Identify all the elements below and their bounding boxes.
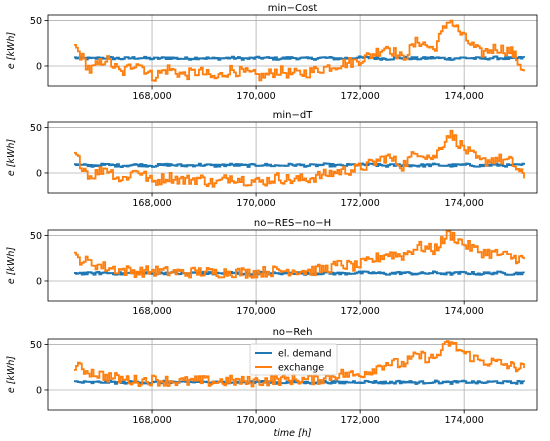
chart-panel-3: no−RES−no−H 168,000 170,000 172,000 174,000 0… <box>6 218 538 317</box>
x-tick-label: 172,000 <box>340 198 379 209</box>
x-axis-label: time [h] <box>274 428 312 439</box>
legend-label: el. demand <box>278 349 332 360</box>
y-tick-label: 50 <box>30 16 42 27</box>
chart-panel-2: min−dT 168,000 170,000 172,000 174,000 0 50 e [… <box>6 110 538 209</box>
x-tick-label: 168,000 <box>132 415 171 426</box>
y-tick-label: 50 <box>30 340 42 351</box>
x-tick-label: 172,000 <box>340 306 379 317</box>
y-tick-label: 0 <box>36 61 42 72</box>
series-line-exchange <box>74 230 525 279</box>
series-line-el-demand <box>74 162 525 168</box>
x-tick-label: 170,000 <box>236 198 275 209</box>
axis-frame <box>47 121 538 194</box>
x-tick-label: 174,000 <box>445 198 484 209</box>
x-tick-label: 172,000 <box>340 91 379 102</box>
chart-panel-4: no−Reh 168,000 170,000 172,000 174,000 0 50 e [… <box>6 327 538 439</box>
panel-title: no−Reh <box>273 327 313 338</box>
axis-frame <box>47 229 538 302</box>
y-tick-label: 50 <box>30 123 42 134</box>
x-tick-label: 174,000 <box>445 306 484 317</box>
y-axis-label: e [kWh] <box>6 139 17 176</box>
x-tick-label: 170,000 <box>236 91 275 102</box>
series-line-exchange <box>74 129 525 188</box>
x-tick-label: 170,000 <box>236 415 275 426</box>
y-axis-label: e [kWh] <box>6 32 17 69</box>
x-tick-label: 172,000 <box>340 415 379 426</box>
legend: el. demand exchange <box>249 343 338 376</box>
series-line-exchange <box>74 340 525 388</box>
x-tick-label: 168,000 <box>132 306 171 317</box>
y-tick-label: 0 <box>36 276 42 287</box>
x-tick-label: 168,000 <box>132 198 171 209</box>
series-line-el-demand <box>74 55 525 61</box>
y-axis-label: e [kWh] <box>6 356 17 393</box>
y-tick-label: 0 <box>36 168 42 179</box>
legend-label: exchange <box>278 363 324 374</box>
x-tick-label: 168,000 <box>132 91 171 102</box>
x-tick-label: 174,000 <box>445 415 484 426</box>
panel-title: min−Cost <box>268 3 318 14</box>
y-axis-label: e [kWh] <box>6 247 17 284</box>
x-tick-label: 174,000 <box>445 91 484 102</box>
panel-title: min−dT <box>273 110 314 121</box>
axis-frame <box>47 338 538 411</box>
axis-frame <box>47 14 538 87</box>
x-tick-label: 170,000 <box>236 306 275 317</box>
chart-panel-1: min−Cost 168,000 170,000 172,000 174,000 0 50 e… <box>6 3 538 102</box>
series-line-exchange <box>74 19 525 82</box>
panel-title: no−RES−no−H <box>254 218 331 229</box>
y-tick-label: 0 <box>36 385 42 396</box>
y-tick-label: 50 <box>30 231 42 242</box>
